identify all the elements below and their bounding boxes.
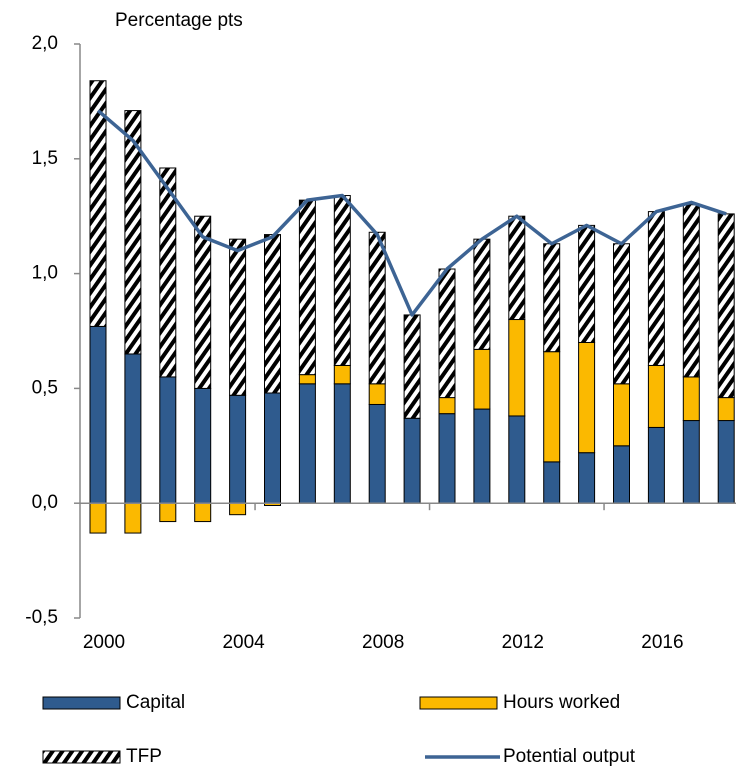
- bar: [682, 376, 700, 422]
- bar: [647, 211, 665, 366]
- bar: [717, 213, 735, 399]
- bar: [647, 426, 665, 504]
- bar: [578, 452, 596, 504]
- legend-item: TFP: [42, 746, 162, 767]
- y-tick-label: -0,5: [25, 607, 58, 628]
- bar: [543, 461, 561, 504]
- bar: [264, 392, 281, 504]
- bar: [647, 364, 665, 428]
- bar: [89, 80, 107, 327]
- legend-label: Capital: [126, 692, 185, 713]
- y-tick-label: 1,0: [32, 263, 58, 284]
- bar: [333, 364, 351, 385]
- axis-label: Percentage pts: [115, 10, 243, 31]
- bar: [229, 238, 247, 396]
- bar: [159, 376, 177, 504]
- bar: [298, 199, 316, 376]
- bar: [194, 215, 212, 389]
- bar: [473, 408, 491, 504]
- bar: [508, 319, 526, 417]
- legend-swatch: [419, 696, 498, 710]
- bar: [194, 387, 212, 504]
- legend-label: Hours worked: [503, 692, 620, 713]
- bar: [613, 445, 630, 504]
- bar: [159, 167, 177, 378]
- bar: [613, 383, 630, 447]
- bar: [89, 502, 107, 534]
- legend-item: Hours worked: [419, 692, 620, 713]
- bar: [298, 383, 316, 504]
- bar: [438, 397, 456, 415]
- legend-swatch: [42, 750, 121, 764]
- bar: [578, 224, 596, 343]
- bar: [473, 348, 491, 410]
- bar: [229, 502, 247, 516]
- bar: [368, 403, 386, 504]
- legend-label: TFP: [126, 746, 162, 767]
- x-tick-label: 2000: [83, 632, 125, 653]
- bar: [682, 204, 700, 378]
- x-tick-label: 2008: [362, 632, 404, 653]
- bar: [717, 397, 735, 422]
- bar: [438, 268, 456, 399]
- bar: [298, 374, 316, 385]
- bar: [613, 243, 630, 385]
- legend-swatch: [42, 696, 121, 710]
- x-tick-label: 2004: [222, 632, 265, 653]
- bar: [578, 341, 596, 454]
- bar: [333, 195, 351, 366]
- bar: [368, 231, 386, 385]
- y-tick-label: 2,0: [32, 33, 58, 54]
- bar: [89, 325, 107, 504]
- bar: [159, 502, 177, 523]
- x-tick-label: 2012: [502, 632, 544, 653]
- x-tick-label: 2016: [641, 632, 683, 653]
- bar: [543, 243, 561, 353]
- bar: [543, 351, 561, 463]
- bar: [333, 383, 351, 504]
- bar: [368, 383, 386, 405]
- bar: [124, 502, 142, 534]
- bar: [194, 502, 212, 523]
- bar: [473, 238, 491, 350]
- legend-label: Potential output: [503, 746, 636, 767]
- bar: [682, 420, 700, 504]
- bar: [508, 415, 526, 504]
- y-tick-label: 0,5: [32, 377, 58, 398]
- bar: [508, 215, 526, 321]
- bar: [124, 110, 142, 355]
- legend-item: Potential output: [425, 746, 636, 767]
- y-tick-label: 1,5: [32, 148, 58, 169]
- bar: [229, 394, 247, 504]
- bar: [438, 413, 456, 504]
- bar: [403, 417, 421, 504]
- bar: [717, 420, 735, 504]
- line: [96, 109, 727, 317]
- bar: [124, 353, 142, 504]
- y-tick-label: 0,0: [32, 492, 58, 513]
- legend-item: Capital: [42, 692, 185, 713]
- bar: [403, 314, 421, 419]
- bar: [264, 234, 281, 394]
